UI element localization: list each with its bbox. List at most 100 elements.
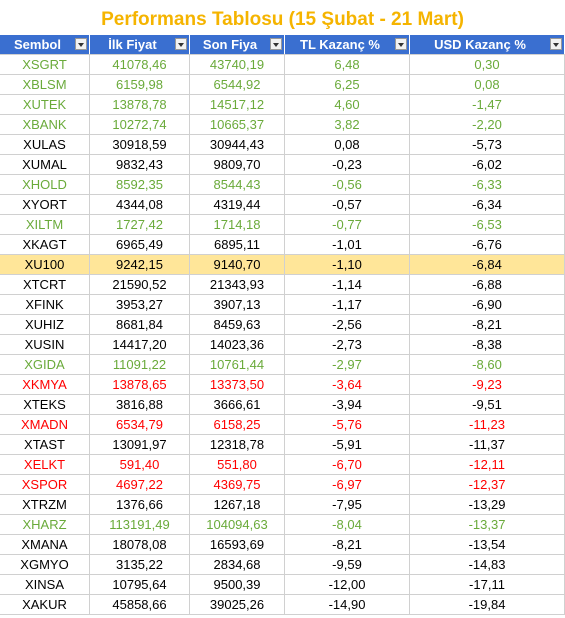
table-cell: -12,00 [285, 575, 410, 594]
table-cell: XBANK [0, 115, 90, 134]
table-cell: 10665,37 [190, 115, 285, 134]
table-cell: -1,01 [285, 235, 410, 254]
table-cell: 30944,43 [190, 135, 285, 154]
table-row: XTRZM 1376,66 1267,18 -7,95 -13,29 [0, 495, 565, 515]
table-row: XINSA 10795,64 9500,39 -12,00 -17,11 [0, 575, 565, 595]
table-body: XSGRT 41078,46 43740,19 6,48 0,30 XBLSM 6159,9… [0, 55, 565, 615]
table-row: XGMYO 3135,22 2834,68 -9,59 -14,83 [0, 555, 565, 575]
table-cell: -5,76 [285, 415, 410, 434]
table-cell: -7,95 [285, 495, 410, 514]
table-cell: 3953,27 [90, 295, 190, 314]
table-cell: 41078,46 [90, 55, 190, 74]
table-row: XTEKS 3816,88 3666,61 -3,94 -9,51 [0, 395, 565, 415]
table-cell: -0,23 [285, 155, 410, 174]
table-row: XBANK 10272,74 10665,37 3,82 -2,20 [0, 115, 565, 135]
table-cell: XULAS [0, 135, 90, 154]
table-cell: -19,84 [410, 595, 565, 614]
table-cell: -2,97 [285, 355, 410, 374]
table-cell: 9832,43 [90, 155, 190, 174]
table-cell: XSPOR [0, 475, 90, 494]
table-cell: -1,17 [285, 295, 410, 314]
table-cell: 3,82 [285, 115, 410, 134]
table-cell: 6,25 [285, 75, 410, 94]
table-cell: -13,54 [410, 535, 565, 554]
table-cell: 9809,70 [190, 155, 285, 174]
table-cell: 8544,43 [190, 175, 285, 194]
table-row: XSGRT 41078,46 43740,19 6,48 0,30 [0, 55, 565, 75]
table-row: XELKT 591,40 551,80 -6,70 -12,11 [0, 455, 565, 475]
table-cell: 1727,42 [90, 215, 190, 234]
table-cell: -1,47 [410, 95, 565, 114]
table-cell: 10795,64 [90, 575, 190, 594]
table-cell: XTEKS [0, 395, 90, 414]
table-cell: XUMAL [0, 155, 90, 174]
table-cell: -8,38 [410, 335, 565, 354]
table-cell: 0,30 [410, 55, 565, 74]
table-cell: 3666,61 [190, 395, 285, 414]
table-cell: XUTEK [0, 95, 90, 114]
header-cell[interactable]: Son Fiya [190, 35, 285, 54]
table-cell: XKAGT [0, 235, 90, 254]
header-cell[interactable]: USD Kazanç % [410, 35, 565, 54]
table-cell: XKMYA [0, 375, 90, 394]
table-cell: XMADN [0, 415, 90, 434]
table-cell: 2834,68 [190, 555, 285, 574]
header-cell[interactable]: TL Kazanç % [285, 35, 410, 54]
table-cell: 4319,44 [190, 195, 285, 214]
table-cell: 14417,20 [90, 335, 190, 354]
table-cell: -2,56 [285, 315, 410, 334]
table-cell: -9,51 [410, 395, 565, 414]
table-row: XUSIN 14417,20 14023,36 -2,73 -8,38 [0, 335, 565, 355]
table-row: XTCRT 21590,52 21343,93 -1,14 -6,88 [0, 275, 565, 295]
table-row: XMANA 18078,08 16593,69 -8,21 -13,54 [0, 535, 565, 555]
table-cell: -8,60 [410, 355, 565, 374]
header-cell[interactable]: İlk Fiyat [90, 35, 190, 54]
table-cell: 3135,22 [90, 555, 190, 574]
table-cell: XHARZ [0, 515, 90, 534]
table-cell: 6159,98 [90, 75, 190, 94]
table-cell: 10272,74 [90, 115, 190, 134]
table-cell: 6,48 [285, 55, 410, 74]
table-cell: -6,70 [285, 455, 410, 474]
table-cell: 21590,52 [90, 275, 190, 294]
table-cell: 9242,15 [90, 255, 190, 274]
table-cell: -14,90 [285, 595, 410, 614]
table-cell: -6,84 [410, 255, 565, 274]
header-row: Sembol İlk Fiyat Son Fiya TL Kazanç % US… [0, 35, 565, 55]
table-cell: -8,04 [285, 515, 410, 534]
table-row: XAKUR 45858,66 39025,26 -14,90 -19,84 [0, 595, 565, 615]
table-cell: XU100 [0, 255, 90, 274]
table-cell: 551,80 [190, 455, 285, 474]
table-cell: -6,33 [410, 175, 565, 194]
table-cell: -1,14 [285, 275, 410, 294]
table-cell: -5,91 [285, 435, 410, 454]
table-cell: -17,11 [410, 575, 565, 594]
table-cell: -2,20 [410, 115, 565, 134]
table-cell: 8681,84 [90, 315, 190, 334]
table-cell: XGIDA [0, 355, 90, 374]
table-cell: -6,34 [410, 195, 565, 214]
table-cell: -6,90 [410, 295, 565, 314]
table-cell: -9,23 [410, 375, 565, 394]
table-cell: 30918,59 [90, 135, 190, 154]
table-cell: -3,94 [285, 395, 410, 414]
table-cell: 13091,97 [90, 435, 190, 454]
table-cell: -12,11 [410, 455, 565, 474]
table-cell: 10761,44 [190, 355, 285, 374]
table-row: XKAGT 6965,49 6895,11 -1,01 -6,76 [0, 235, 565, 255]
table-cell: XTAST [0, 435, 90, 454]
table-row: XSPOR 4697,22 4369,75 -6,97 -12,37 [0, 475, 565, 495]
table-row: XUHIZ 8681,84 8459,63 -2,56 -8,21 [0, 315, 565, 335]
table-cell: -3,64 [285, 375, 410, 394]
table-cell: 11091,22 [90, 355, 190, 374]
table-cell: XAKUR [0, 595, 90, 614]
table-row: XTAST 13091,97 12318,78 -5,91 -11,37 [0, 435, 565, 455]
table-cell: XHOLD [0, 175, 90, 194]
table-cell: -11,37 [410, 435, 565, 454]
table-row: XYORT 4344,08 4319,44 -0,57 -6,34 [0, 195, 565, 215]
table-row: XBLSM 6159,98 6544,92 6,25 0,08 [0, 75, 565, 95]
header-cell[interactable]: Sembol [0, 35, 90, 54]
table-cell: 0,08 [285, 135, 410, 154]
table-cell: XGMYO [0, 555, 90, 574]
